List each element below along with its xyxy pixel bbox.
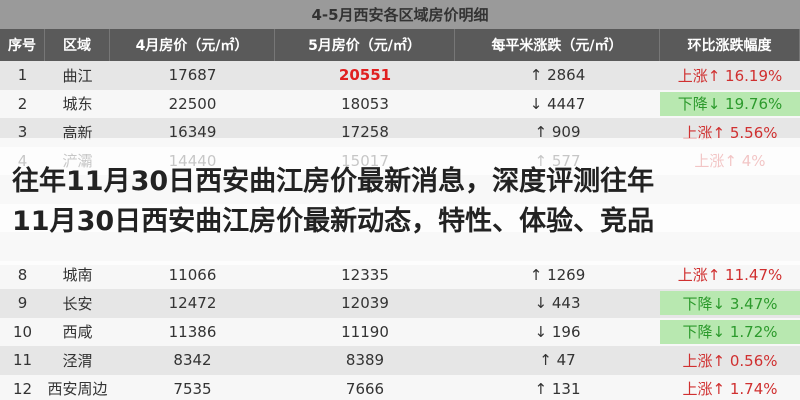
table-cell: 9: [17, 294, 28, 313]
header-cell: 区域: [45, 29, 110, 61]
table-cell: ↓ 4447: [529, 94, 586, 113]
table-cell: 西咸: [62, 323, 93, 342]
table-cell: 上涨↑ 11.47%: [677, 266, 783, 285]
table-cell: 城南: [62, 266, 93, 285]
table-cell: 上涨↑ 16.19%: [677, 66, 783, 85]
table-cell: 12039: [341, 294, 389, 313]
table-cell: ↓ 196: [534, 322, 581, 341]
table-cell: 8389: [345, 351, 385, 370]
table-cell: 高新: [62, 123, 93, 142]
overlay-banner: 往年11月30日西安曲江房价最新消息，深度评测往年 11月30日西安曲江房价最新…: [0, 138, 800, 265]
table-cell: 11386: [168, 322, 217, 341]
row-background: [0, 61, 800, 90]
table-cell: 18053: [341, 94, 389, 113]
table-cell: 2: [17, 94, 28, 113]
table-cell: 上涨↑ 1.74%: [682, 380, 778, 399]
table-cell: 长安: [62, 294, 93, 313]
header-cell: 4月房价（元/㎡）: [110, 29, 275, 61]
table-cell: 曲江: [62, 66, 93, 85]
row-background: [0, 374, 800, 400]
table-cell: 12: [12, 379, 33, 398]
table-cell: ↑ 131: [534, 379, 581, 398]
table-cell: 10: [12, 322, 33, 341]
table-cell: 11: [12, 351, 33, 370]
table-cell: 城东: [62, 95, 93, 114]
table-cell: 20551: [338, 66, 392, 85]
table-cell: 7666: [345, 379, 385, 398]
table-cell: 11190: [341, 322, 389, 341]
table-cell: 上涨↑ 0.56%: [682, 351, 778, 370]
table-title: 4-5月西安各区域房价明细: [0, 0, 800, 29]
table-cell: 22500: [168, 94, 217, 113]
table-cell: ↑ 47: [539, 351, 576, 370]
table-cell: 下降↓ 3.47%: [660, 291, 800, 315]
table-cell: 泾渭: [62, 351, 93, 370]
header-cell: 5月房价（元/㎡）: [275, 29, 455, 61]
table-cell: 12335: [341, 265, 389, 284]
table-cell: 11066: [168, 265, 217, 284]
table-cell: 7535: [173, 379, 212, 398]
table-cell: 8: [17, 265, 28, 284]
table-cell: 1: [17, 66, 28, 85]
table-cell: 下降↓ 19.76%: [660, 91, 800, 116]
banner-line: 11月30日西安曲江房价最新动态，特性、体验、竞品: [12, 205, 655, 237]
table-cell: 上涨↑ 5.56%: [682, 123, 778, 142]
table-cell: 8342: [173, 351, 212, 370]
table-cell: 17258: [341, 123, 389, 142]
row-background: [0, 260, 800, 289]
table-cell: 12472: [168, 294, 217, 313]
table-cell: 17687: [168, 66, 217, 85]
table-cell: ↑ 1269: [529, 265, 586, 284]
header-cell: 每平米涨跌（元/㎡）: [455, 29, 660, 61]
header-cell: 序号: [0, 29, 45, 61]
table-cell: 3: [17, 123, 28, 142]
table-cell: ↓ 443: [534, 294, 581, 313]
header-cell: 环比涨跌幅度: [660, 29, 800, 61]
table-cell: 西安周边: [47, 380, 108, 399]
row-background: [0, 346, 800, 375]
table-cell: 16349: [168, 123, 217, 142]
table-cell: ↑ 909: [534, 123, 581, 142]
banner-line: 往年11月30日西安曲江房价最新消息，深度评测往年: [12, 165, 655, 197]
table-cell: 下降↓ 1.72%: [660, 319, 800, 344]
table-cell: ↑ 2864: [529, 66, 586, 85]
